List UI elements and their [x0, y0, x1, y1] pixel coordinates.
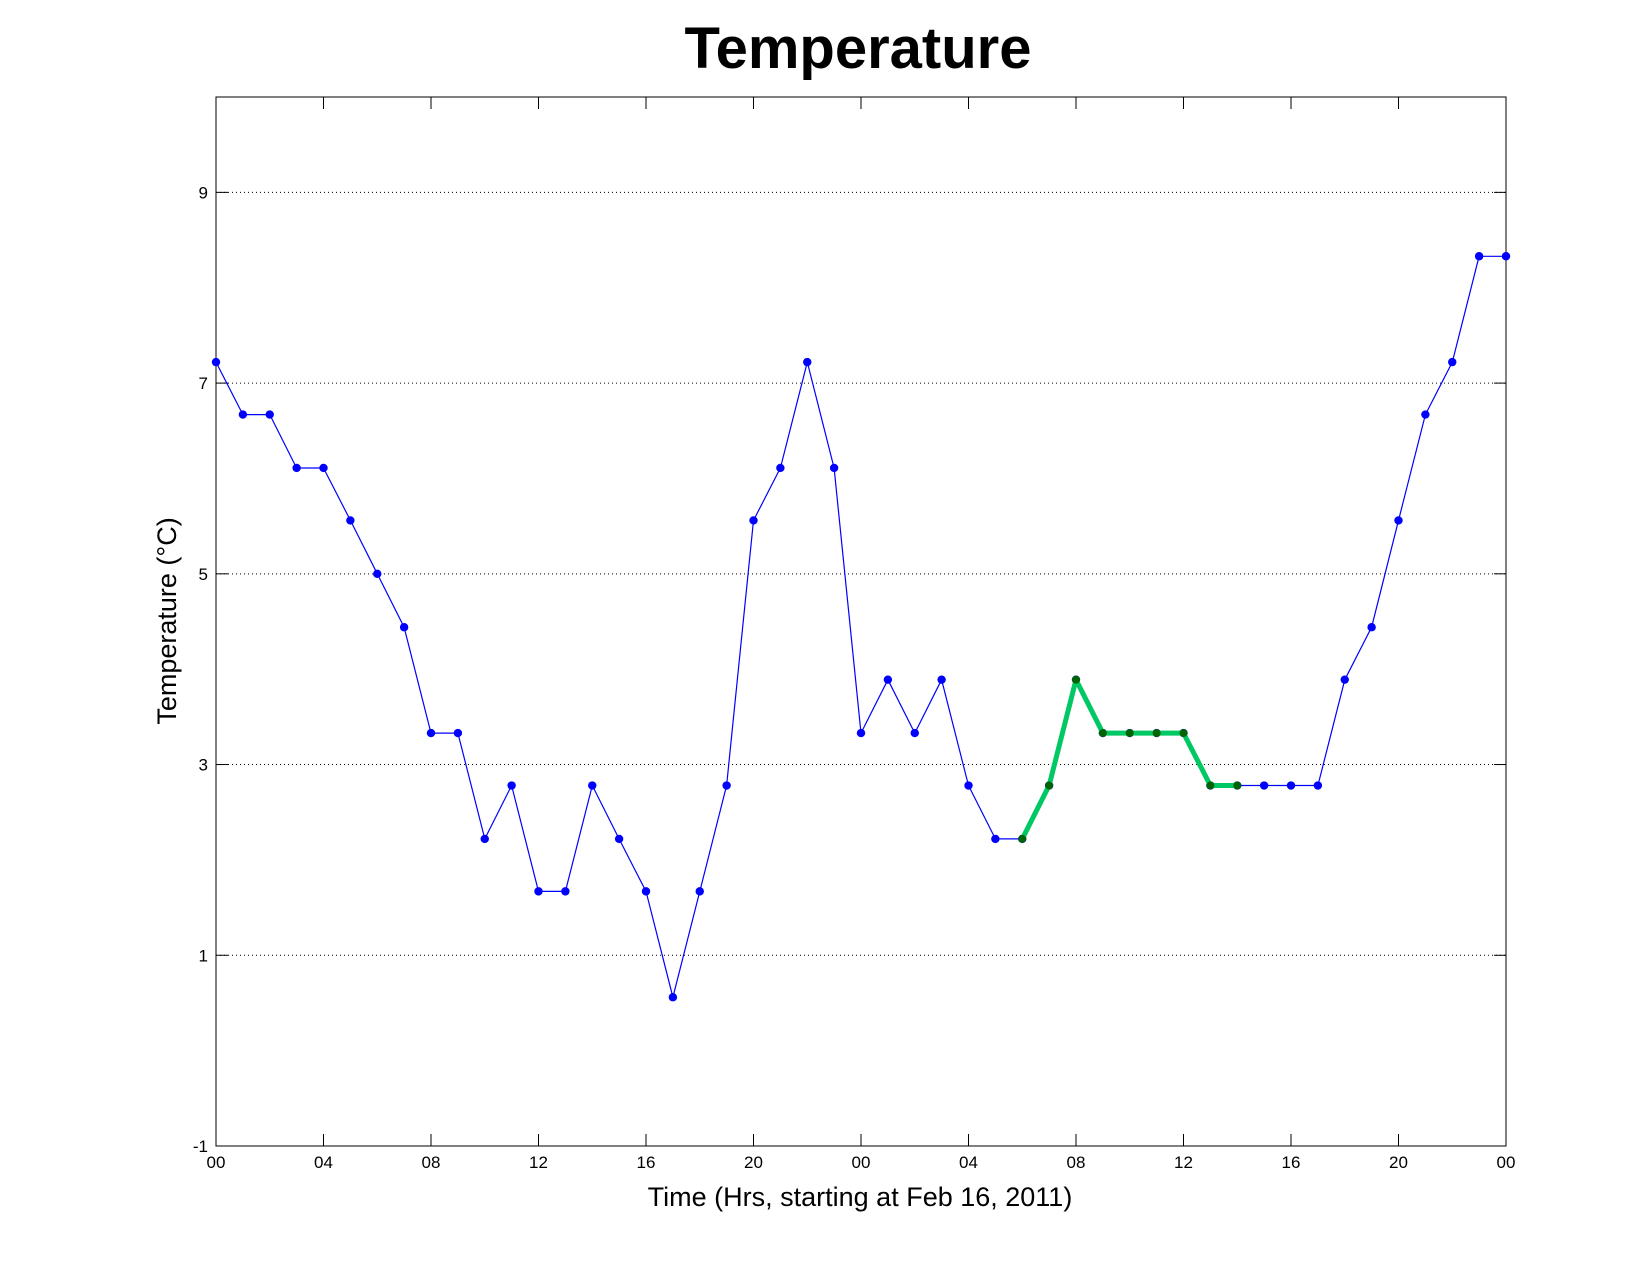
data-series	[211, 252, 1511, 1002]
data-point	[507, 781, 516, 790]
data-point	[1072, 675, 1080, 684]
x-tick-label: 00	[207, 1153, 226, 1172]
data-point	[910, 728, 919, 738]
data-point	[614, 834, 624, 844]
data-point	[1206, 781, 1215, 790]
data-point	[588, 781, 597, 790]
data-point	[1233, 781, 1242, 790]
data-point	[1045, 781, 1054, 790]
axis-ticks: -1 1 3 5 7 9 00 04 08 12 16 20 00 04 08 12 16 20 00	[193, 97, 1516, 1172]
data-point	[1421, 410, 1430, 419]
y-tick-label: 9	[199, 183, 208, 202]
data-point	[1125, 729, 1134, 738]
data-point	[399, 623, 409, 632]
x-tick-label: 20	[1389, 1153, 1408, 1172]
data-point	[265, 410, 274, 419]
data-point	[722, 781, 731, 790]
data-point	[803, 357, 812, 367]
data-point	[856, 728, 866, 738]
x-tick-label: 16	[1282, 1153, 1301, 1172]
y-tick-label: 7	[199, 374, 208, 393]
data-point	[1098, 729, 1107, 738]
data-point	[292, 463, 301, 473]
data-point	[668, 993, 678, 1002]
x-tick-label: 12	[529, 1153, 548, 1172]
data-point	[453, 728, 463, 738]
data-point	[426, 728, 436, 738]
series-line-0	[215, 255, 1506, 998]
data-point	[641, 887, 651, 896]
data-point	[883, 675, 893, 684]
chart-title: Temperature	[684, 16, 1031, 81]
series-line-1	[1020, 677, 1238, 841]
x-tick-label: 04	[314, 1153, 333, 1172]
data-point	[1501, 252, 1511, 261]
data-point	[319, 463, 328, 473]
data-point	[238, 410, 248, 419]
data-point	[776, 463, 785, 473]
data-point	[1152, 729, 1161, 738]
data-point	[211, 357, 221, 367]
data-point	[695, 887, 704, 896]
data-point	[964, 781, 973, 790]
data-point	[991, 834, 1000, 844]
y-tick-label: 5	[199, 565, 208, 584]
data-point	[534, 887, 543, 896]
x-tick-label: 12	[1174, 1153, 1193, 1172]
data-point	[937, 675, 946, 684]
y-axis-label: Temperature (°C)	[152, 517, 182, 724]
data-point	[1286, 781, 1296, 790]
x-tick-label: 20	[744, 1153, 763, 1172]
y-tick-label: 3	[199, 756, 208, 775]
data-point	[1340, 675, 1349, 684]
plot-frame	[215, 96, 1507, 1147]
x-axis-label: Time (Hrs, starting at Feb 16, 2011)	[648, 1182, 1073, 1212]
data-point	[1367, 623, 1376, 632]
y-tick-label: -1	[193, 1137, 208, 1156]
x-tick-label: 00	[852, 1153, 871, 1172]
x-tick-label: 16	[637, 1153, 656, 1172]
data-point	[1394, 516, 1403, 525]
data-point	[1474, 252, 1484, 261]
data-point	[1313, 781, 1323, 790]
data-point	[346, 516, 355, 525]
data-point	[561, 887, 570, 896]
data-point	[373, 569, 382, 579]
data-point	[1018, 834, 1027, 843]
data-point	[1448, 357, 1457, 367]
grid-lines	[216, 191, 1506, 956]
x-tick-label: 08	[422, 1153, 441, 1172]
data-point	[1179, 729, 1188, 738]
x-tick-label: 04	[959, 1153, 978, 1172]
x-tick-label: 08	[1067, 1153, 1086, 1172]
data-point	[1259, 781, 1269, 790]
x-tick-label: 00	[1497, 1153, 1516, 1172]
data-point	[480, 834, 489, 844]
data-point	[829, 463, 839, 473]
y-tick-label: 1	[199, 946, 208, 965]
data-point	[749, 516, 758, 525]
